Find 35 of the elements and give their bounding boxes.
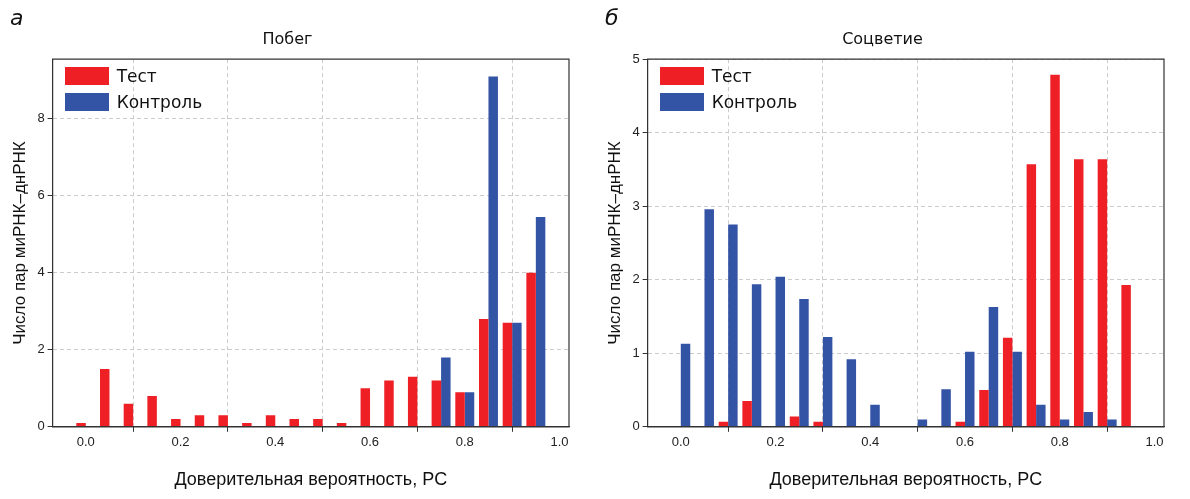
y-tick-label: 8 — [37, 110, 45, 126]
legend-label: Тест — [711, 65, 752, 89]
x-tick-label: 0.0 — [671, 434, 690, 450]
chart-title: Побег — [262, 28, 313, 48]
legend-label: Тест — [116, 65, 157, 89]
x-tick-label: 1.0 — [550, 434, 569, 450]
y-tick-label: 4 — [37, 264, 45, 280]
text: а — [10, 4, 24, 30]
legend-label: Контроль — [116, 91, 203, 115]
x-tick-label: 0.0 — [76, 434, 95, 450]
legend-label: Контроль — [711, 91, 798, 115]
x-tick-label: 0.4 — [266, 434, 285, 450]
text: б — [605, 4, 619, 30]
y-axis-title: Число пар миРНК–днРНК — [604, 141, 624, 345]
x-axis-title: Доверительная вероятность, PC — [769, 469, 1043, 490]
x-axis-title: Доверительная вероятность, PC — [174, 469, 448, 490]
x-tick-label: 0.6 — [955, 434, 975, 450]
x-tick-label: 1.0 — [1145, 434, 1164, 450]
y-tick-label: 6 — [37, 187, 45, 203]
x-tick-label: 0.2 — [766, 434, 785, 450]
y-tick-label: 2 — [632, 271, 640, 287]
y-tick-label: 4 — [632, 124, 640, 140]
y-tick-label: 2 — [37, 341, 45, 357]
chart-title: Соцветие — [842, 28, 923, 48]
x-tick-label: 0.6 — [360, 434, 380, 450]
y-tick-label: 5 — [632, 50, 640, 66]
x-tick-label: 0.2 — [171, 434, 190, 450]
y-tick-label: 0 — [632, 418, 640, 434]
y-tick-label: 0 — [37, 418, 45, 434]
x-tick-label: 0.4 — [861, 434, 880, 450]
x-tick-label: 0.8 — [455, 434, 474, 450]
y-axis-title: Число пар миРНК–днРНК — [9, 141, 29, 345]
y-tick-label: 3 — [632, 197, 640, 213]
x-tick-label: 0.8 — [1050, 434, 1069, 450]
y-tick-label: 1 — [632, 344, 640, 360]
